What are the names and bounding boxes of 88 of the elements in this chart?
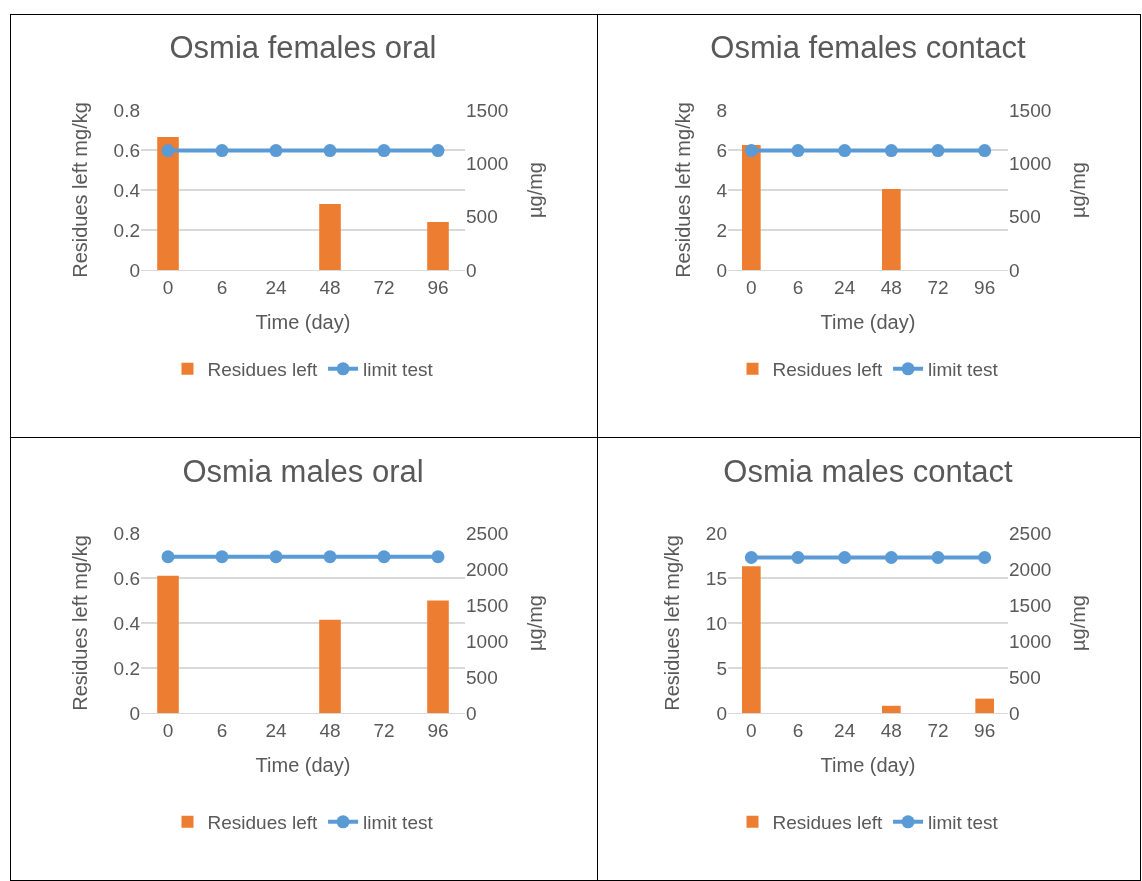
y2-tick-label: 1000 bbox=[1009, 630, 1052, 652]
y2-tick-label: 1000 bbox=[1009, 152, 1052, 174]
x-tick-label: 96 bbox=[427, 719, 449, 741]
y-tick-label: 0.6 bbox=[113, 139, 140, 161]
y2-tick-label: 0 bbox=[466, 702, 477, 724]
y2-tick-label: 0 bbox=[1009, 259, 1020, 281]
y-axis-title: Residues left mg/kg bbox=[69, 535, 92, 711]
y2-axis-title: µg/mg bbox=[1066, 162, 1089, 218]
y-axis-title: Residues left mg/kg bbox=[671, 102, 694, 278]
y-tick-label: 10 bbox=[705, 612, 727, 634]
y-tick-label: 20 bbox=[705, 522, 727, 544]
chart-title: Osmia males contact bbox=[723, 453, 1014, 489]
y2-tick-label: 2000 bbox=[1009, 558, 1052, 580]
legend-label: Residues left bbox=[772, 812, 884, 834]
y2-tick-label: 2500 bbox=[1009, 522, 1052, 544]
y-tick-label: 0.8 bbox=[113, 522, 140, 544]
y2-tick-label: 2000 bbox=[466, 558, 509, 580]
legend-label: limit test bbox=[363, 812, 434, 834]
y2-tick-label: 1500 bbox=[466, 99, 509, 121]
y2-tick-label: 500 bbox=[466, 666, 498, 688]
y2-tick-label: 500 bbox=[1009, 666, 1041, 688]
y-tick-label: 5 bbox=[716, 657, 727, 679]
y-axis-title: Residues left mg/kg bbox=[69, 102, 92, 278]
x-tick-label: 48 bbox=[880, 276, 902, 298]
y2-tick-label: 2500 bbox=[466, 522, 509, 544]
x-tick-label: 72 bbox=[927, 276, 949, 298]
x-tick-label: 6 bbox=[216, 719, 228, 741]
chart-title: Osmia females oral bbox=[169, 29, 437, 65]
legend-label: Residues left bbox=[207, 359, 319, 381]
y2-tick-label: 0 bbox=[1009, 702, 1020, 724]
y-tick-label: 0 bbox=[129, 259, 140, 281]
y-tick-label: 0.4 bbox=[113, 179, 141, 201]
y-tick-label: 0.2 bbox=[113, 657, 140, 679]
x-tick-label: 96 bbox=[427, 276, 449, 298]
y-tick-label: 15 bbox=[705, 567, 727, 589]
x-tick-label: 0 bbox=[162, 276, 174, 298]
y-tick-label: 8 bbox=[716, 99, 727, 121]
y-tick-label: 0 bbox=[129, 702, 140, 724]
y-tick-label: 6 bbox=[716, 139, 727, 161]
x-tick-label: 96 bbox=[974, 276, 996, 298]
x-tick-label: 24 bbox=[834, 719, 856, 741]
x-axis-title: Time (day) bbox=[255, 754, 351, 777]
x-axis-title: Time (day) bbox=[820, 754, 916, 777]
x-tick-label: 24 bbox=[834, 276, 856, 298]
y2-tick-label: 500 bbox=[1009, 206, 1041, 228]
x-axis-title: Time (day) bbox=[820, 311, 916, 334]
x-tick-label: 72 bbox=[927, 719, 949, 741]
x-tick-label: 24 bbox=[265, 719, 287, 741]
x-tick-label: 0 bbox=[162, 719, 174, 741]
chart-title: Osmia males oral bbox=[182, 453, 424, 489]
y-tick-label: 0.8 bbox=[113, 99, 140, 121]
x-tick-label: 24 bbox=[265, 276, 287, 298]
y2-tick-label: 1500 bbox=[1009, 99, 1052, 121]
legend-label: limit test bbox=[928, 812, 999, 834]
chart-title: Osmia females contact bbox=[710, 29, 1027, 65]
legend-label: Residues left bbox=[772, 359, 884, 381]
legend-label: limit test bbox=[363, 359, 434, 381]
x-tick-label: 48 bbox=[319, 276, 341, 298]
x-tick-label: 6 bbox=[792, 276, 804, 298]
x-tick-label: 48 bbox=[319, 719, 341, 741]
y2-tick-label: 1000 bbox=[466, 630, 509, 652]
x-tick-label: 0 bbox=[746, 276, 757, 298]
y-tick-label: 0 bbox=[716, 702, 727, 724]
y2-tick-label: 1500 bbox=[1009, 594, 1052, 616]
y2-axis-title: µg/mg bbox=[523, 595, 546, 651]
x-tick-label: 6 bbox=[792, 719, 804, 741]
y2-axis-title: µg/mg bbox=[523, 162, 546, 218]
y2-axis-title: µg/mg bbox=[1066, 595, 1089, 651]
legend-label: limit test bbox=[928, 359, 999, 381]
y-tick-label: 0.2 bbox=[113, 219, 140, 241]
x-tick-label: 48 bbox=[880, 719, 902, 741]
x-axis-title: Time (day) bbox=[255, 311, 351, 334]
y2-tick-label: 1500 bbox=[466, 594, 509, 616]
y-tick-label: 0.4 bbox=[113, 612, 141, 634]
x-tick-label: 72 bbox=[373, 719, 395, 741]
y2-tick-label: 500 bbox=[466, 206, 498, 228]
y2-tick-label: 1000 bbox=[466, 152, 509, 174]
y-axis-title: Residues left mg/kg bbox=[661, 535, 684, 711]
y-tick-label: 4 bbox=[716, 179, 728, 201]
legend-label: Residues left bbox=[207, 812, 319, 834]
y-tick-label: 0.6 bbox=[113, 567, 140, 589]
y2-tick-label: 0 bbox=[466, 259, 477, 281]
x-tick-label: 96 bbox=[974, 719, 996, 741]
y-tick-label: 0 bbox=[716, 259, 727, 281]
y-tick-label: 2 bbox=[716, 219, 727, 241]
x-tick-label: 72 bbox=[373, 276, 395, 298]
x-tick-label: 6 bbox=[216, 276, 228, 298]
x-tick-label: 0 bbox=[746, 719, 757, 741]
